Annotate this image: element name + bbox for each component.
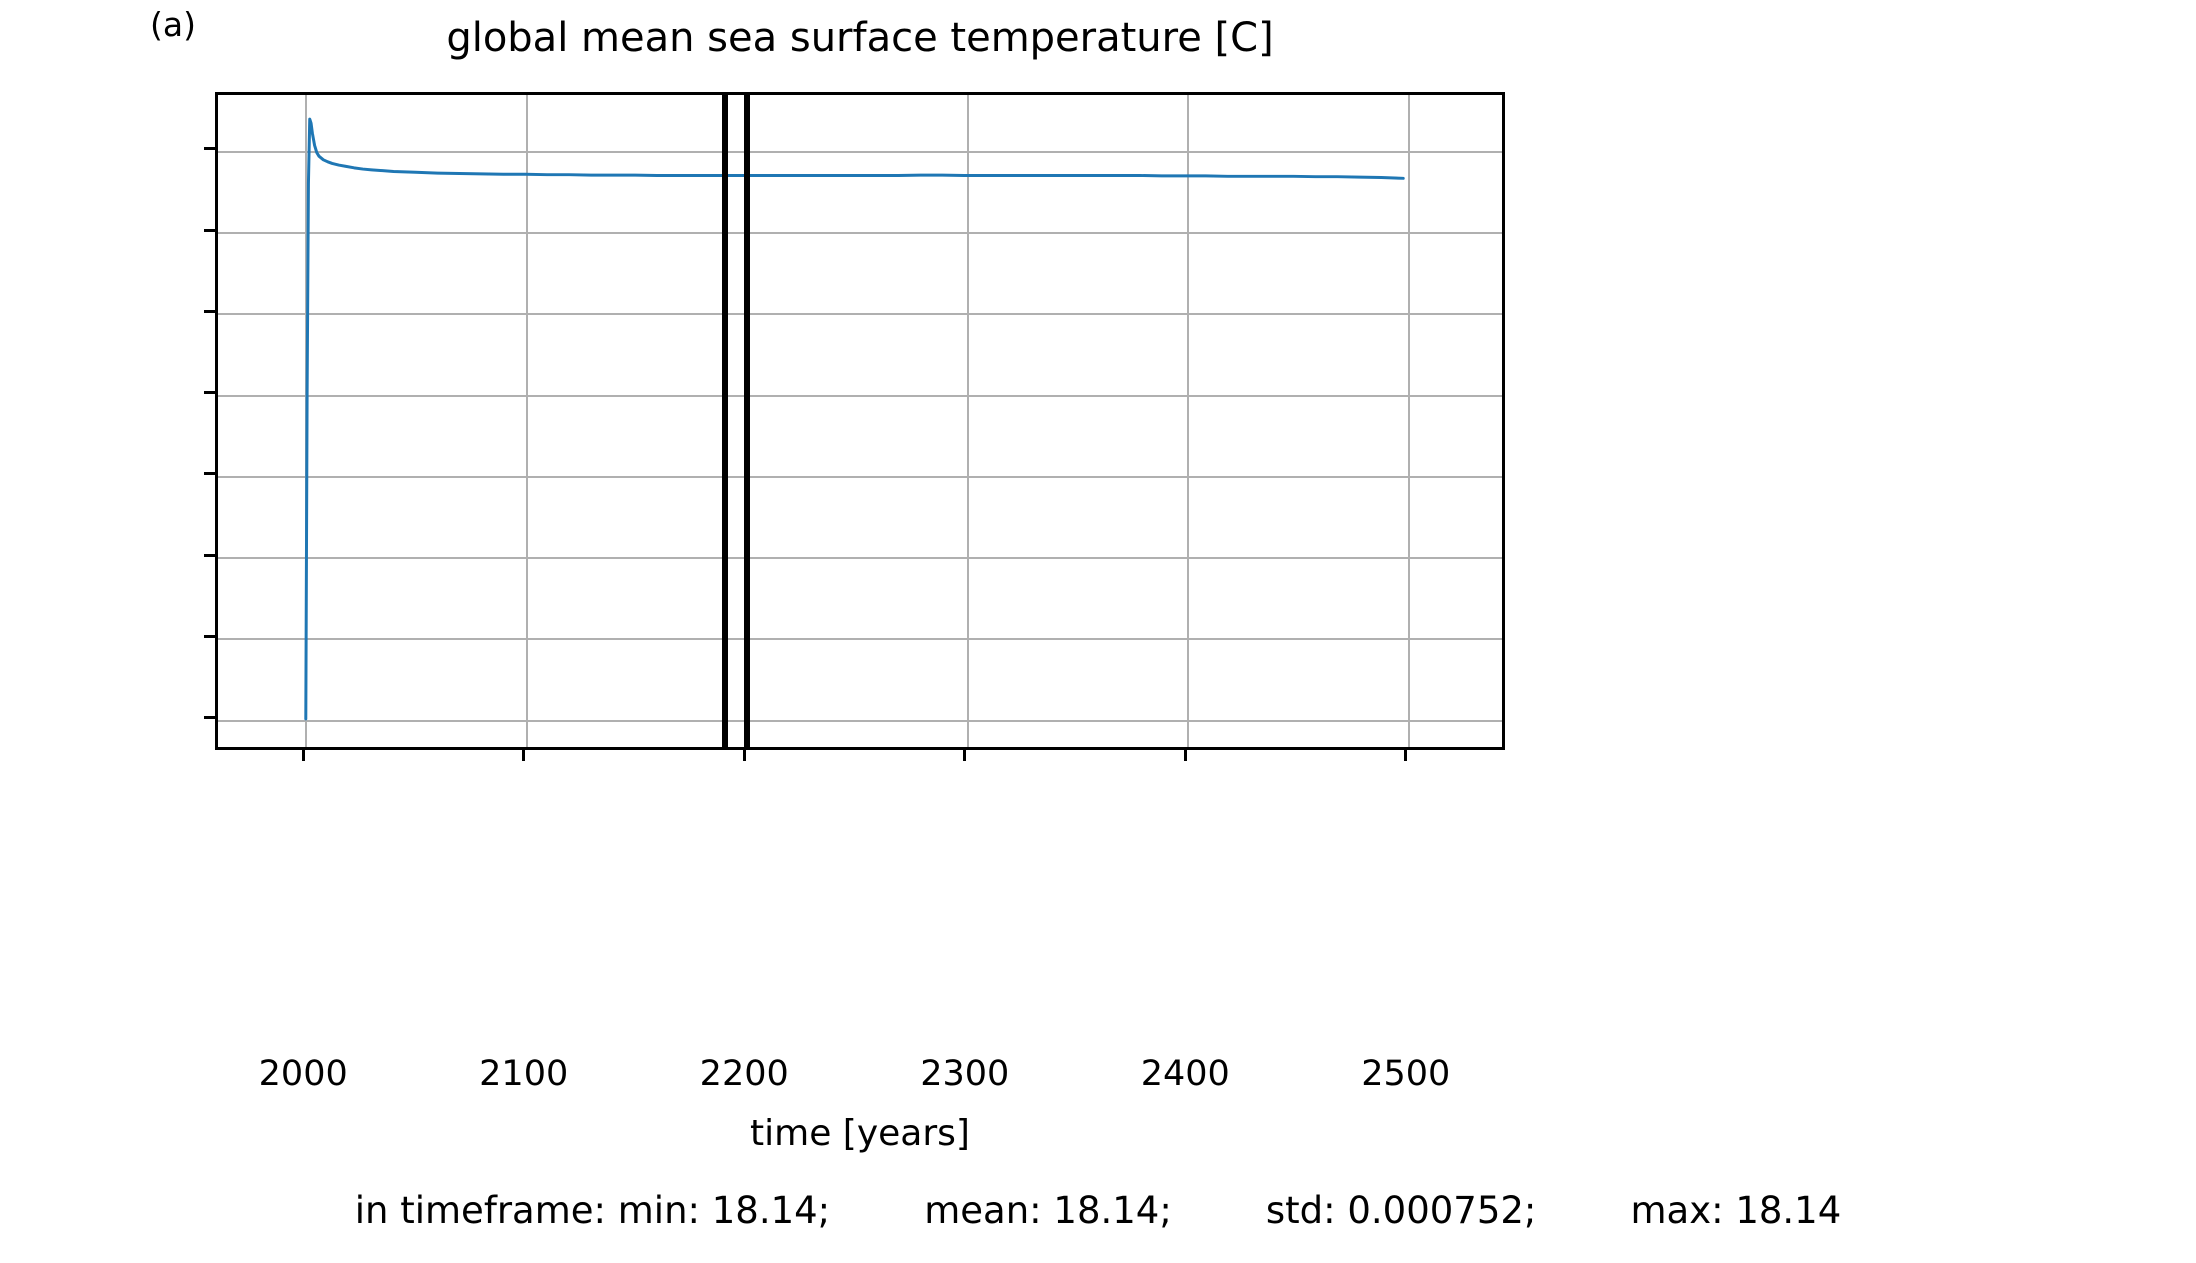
x-tick-label: 2400 — [1140, 1054, 1230, 1094]
x-tick-label: 2200 — [699, 1054, 789, 1094]
chart-title: global mean sea surface temperature [C] — [446, 15, 1274, 61]
vertical-marker-timeframe-start — [722, 95, 729, 747]
gridline-horizontal — [218, 150, 1502, 153]
y-tick-mark — [204, 634, 215, 638]
gridline-horizontal — [218, 394, 1502, 397]
gridline-horizontal — [218, 232, 1502, 235]
y-tick-mark — [204, 716, 215, 719]
gridline-horizontal — [218, 475, 1502, 478]
temperature-line — [304, 117, 1405, 721]
vertical-marker-timeframe-end — [744, 95, 751, 747]
x-tick-mark — [963, 750, 967, 761]
y-tick-mark — [204, 472, 215, 476]
gridline-vertical — [1407, 95, 1410, 747]
x-tick-label: 2300 — [920, 1054, 1010, 1094]
x-tick-mark — [1183, 750, 1187, 761]
x-tick-label: 2100 — [479, 1054, 569, 1094]
y-tick-mark — [204, 147, 215, 151]
gridline-horizontal — [218, 313, 1502, 316]
gridline-vertical — [1187, 95, 1190, 747]
series-layer — [304, 117, 1405, 721]
gridline-horizontal — [218, 719, 1502, 722]
plot-area — [218, 95, 1502, 747]
y-tick-mark — [204, 309, 215, 313]
stats-caption: in timeframe: min: 18.14; mean: 18.14; s… — [354, 1189, 1842, 1232]
x-tick-mark — [1404, 750, 1408, 761]
gridline-vertical — [966, 95, 969, 747]
gridline-vertical — [525, 95, 528, 747]
y-tick-mark — [204, 553, 215, 557]
y-tick-mark — [204, 391, 215, 395]
x-tick-mark — [742, 750, 746, 761]
gridline-horizontal — [218, 638, 1502, 641]
x-tick-label: 2500 — [1361, 1054, 1451, 1094]
panel-label: (a) — [150, 5, 196, 44]
x-tick-mark — [301, 750, 305, 761]
gridline-horizontal — [218, 557, 1502, 560]
x-axis-label: time [years] — [750, 1113, 970, 1154]
plot-axes — [215, 92, 1505, 750]
x-tick-label: 2000 — [258, 1054, 348, 1094]
x-tick-mark — [522, 750, 526, 761]
y-tick-mark — [204, 228, 215, 232]
